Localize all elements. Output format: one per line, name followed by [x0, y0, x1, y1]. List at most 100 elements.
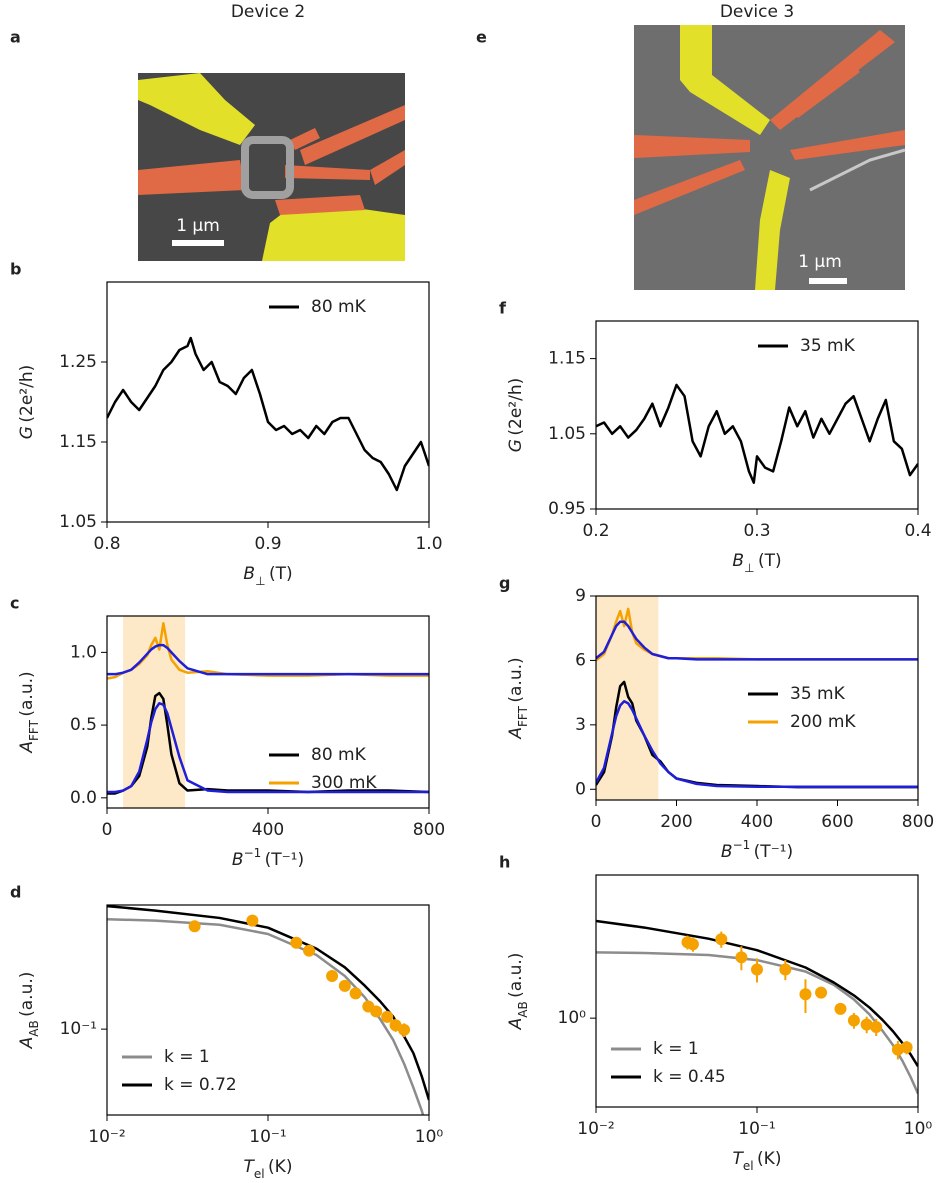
- y-tick-label: 10⁰: [558, 1008, 587, 1028]
- axis-label: G (2e²/h): [17, 365, 37, 439]
- axis-label-part: (2e²/h): [17, 365, 37, 423]
- y-tick-label: 1.05: [59, 512, 97, 532]
- y-tick-label: 1.15: [59, 432, 97, 452]
- data-point: [779, 963, 792, 976]
- column-title: Device 3: [720, 2, 794, 22]
- data-point: [381, 1010, 394, 1023]
- y-tick-label: 1.25: [59, 352, 97, 372]
- panel-letter: c: [10, 594, 19, 613]
- legend-label: 35 mK: [790, 684, 846, 704]
- axis-label-part: (a.u.): [506, 953, 526, 998]
- axis-label-part: (T⁻¹): [265, 850, 304, 870]
- axis-label-part: B: [732, 551, 744, 571]
- axis-label-part: A: [506, 727, 526, 740]
- panel-letter: d: [10, 883, 21, 902]
- axis-label: B⊥ (T): [732, 551, 781, 575]
- data-point: [799, 988, 812, 1001]
- x-tick-label: 200: [660, 812, 692, 832]
- y-tick-label: 6: [575, 650, 586, 670]
- plot-frame: [106, 281, 430, 523]
- axis-label-part: (a.u.): [17, 671, 37, 716]
- legend-label: k = 1: [164, 1047, 210, 1067]
- data-point: [870, 1020, 883, 1033]
- data-point: [815, 986, 828, 999]
- data-line: [107, 643, 429, 676]
- axis-label-part: AB: [516, 1001, 530, 1017]
- panel-letter: h: [499, 853, 510, 872]
- data-point: [370, 1005, 383, 1018]
- axis-label-part: (a.u.): [506, 657, 526, 702]
- data-line: [107, 336, 429, 492]
- data-point: [398, 1023, 411, 1036]
- y-tick-label: 3: [575, 715, 586, 735]
- axis-label-part: FFT: [27, 719, 41, 741]
- column-title: Device 2: [231, 2, 305, 22]
- data-point: [246, 914, 259, 927]
- y-tick-label: 10⁻¹: [60, 1019, 97, 1039]
- axis-label: B−1 (T⁻¹): [232, 846, 304, 871]
- data-point: [900, 1041, 913, 1054]
- x-tick-label: 10⁻¹: [738, 1119, 775, 1139]
- legend-label: k = 0.45: [653, 1067, 726, 1087]
- x-tick-label: 0: [591, 812, 602, 832]
- axis-label-part: T: [733, 1149, 745, 1169]
- data-point: [303, 944, 316, 957]
- axis-label: Tel (K): [244, 1157, 293, 1179]
- plot-area: [107, 905, 429, 1115]
- data-point: [290, 936, 303, 949]
- plot-area: [596, 383, 918, 484]
- axis-label-part: A: [17, 1037, 37, 1050]
- scale-bar-label: 1 µm: [176, 216, 220, 236]
- y-tick-label: 0.95: [548, 499, 586, 519]
- axis-label: B⊥ (T): [243, 564, 292, 588]
- data-line: [107, 905, 429, 1101]
- x-tick-label: 10⁻²: [577, 1119, 614, 1139]
- panel-letter: g: [499, 574, 510, 593]
- data-point: [735, 951, 748, 964]
- x-tick-label: 10⁻¹: [249, 1127, 286, 1147]
- axis-label: G (2e²/h): [506, 378, 526, 452]
- data-point: [860, 1018, 873, 1031]
- legend-label: 35 mK: [800, 336, 856, 356]
- axis-label: AFFT (a.u.): [506, 657, 530, 739]
- axis-label-part: (T): [758, 551, 782, 571]
- y-tick-label: 1.0: [70, 642, 97, 662]
- y-tick-label: 0: [575, 779, 586, 799]
- axis-label-part: (K): [757, 1149, 781, 1169]
- x-tick-label: 10⁰: [904, 1119, 933, 1139]
- x-tick-label: 10⁻²: [88, 1127, 125, 1147]
- axis-label-part: B: [721, 842, 733, 862]
- plot-frame: [595, 320, 919, 510]
- data-point: [338, 979, 351, 992]
- x-tick-label: 400: [741, 812, 773, 832]
- legend-label: 80 mK: [311, 297, 367, 317]
- axis-label-part: (T⁻¹): [754, 842, 793, 862]
- axis-label-part: B: [232, 850, 244, 870]
- x-tick-label: 0.9: [254, 534, 281, 554]
- axis-label-part: ⊥: [744, 561, 754, 575]
- data-point: [686, 938, 699, 951]
- data-line: [596, 620, 918, 661]
- data-line: [596, 383, 918, 484]
- legend-label: 80 mK: [311, 745, 367, 765]
- plot-frame: [595, 874, 919, 1108]
- axis-label: Tel (K): [733, 1149, 782, 1173]
- data-line: [596, 699, 918, 788]
- data-point: [834, 1002, 847, 1015]
- axis-label: AAB (a.u.): [506, 953, 530, 1031]
- x-tick-label: 0.4: [904, 521, 931, 541]
- y-tick-label: 9: [575, 586, 586, 606]
- plot-area: [107, 616, 429, 808]
- axis-label: AFFT (a.u.): [17, 671, 41, 753]
- x-tick-label: 0.2: [582, 521, 609, 541]
- data-point: [349, 987, 362, 1000]
- data-line: [107, 702, 429, 794]
- x-tick-label: 800: [902, 812, 934, 832]
- axis-label-part: (T): [269, 564, 293, 584]
- y-tick-label: 0.0: [70, 788, 97, 808]
- plot-area: [596, 919, 918, 1095]
- axis-label-part: B: [243, 564, 255, 584]
- axis-label: B−1 (T⁻¹): [721, 838, 793, 863]
- axis-label-part: G: [17, 426, 37, 439]
